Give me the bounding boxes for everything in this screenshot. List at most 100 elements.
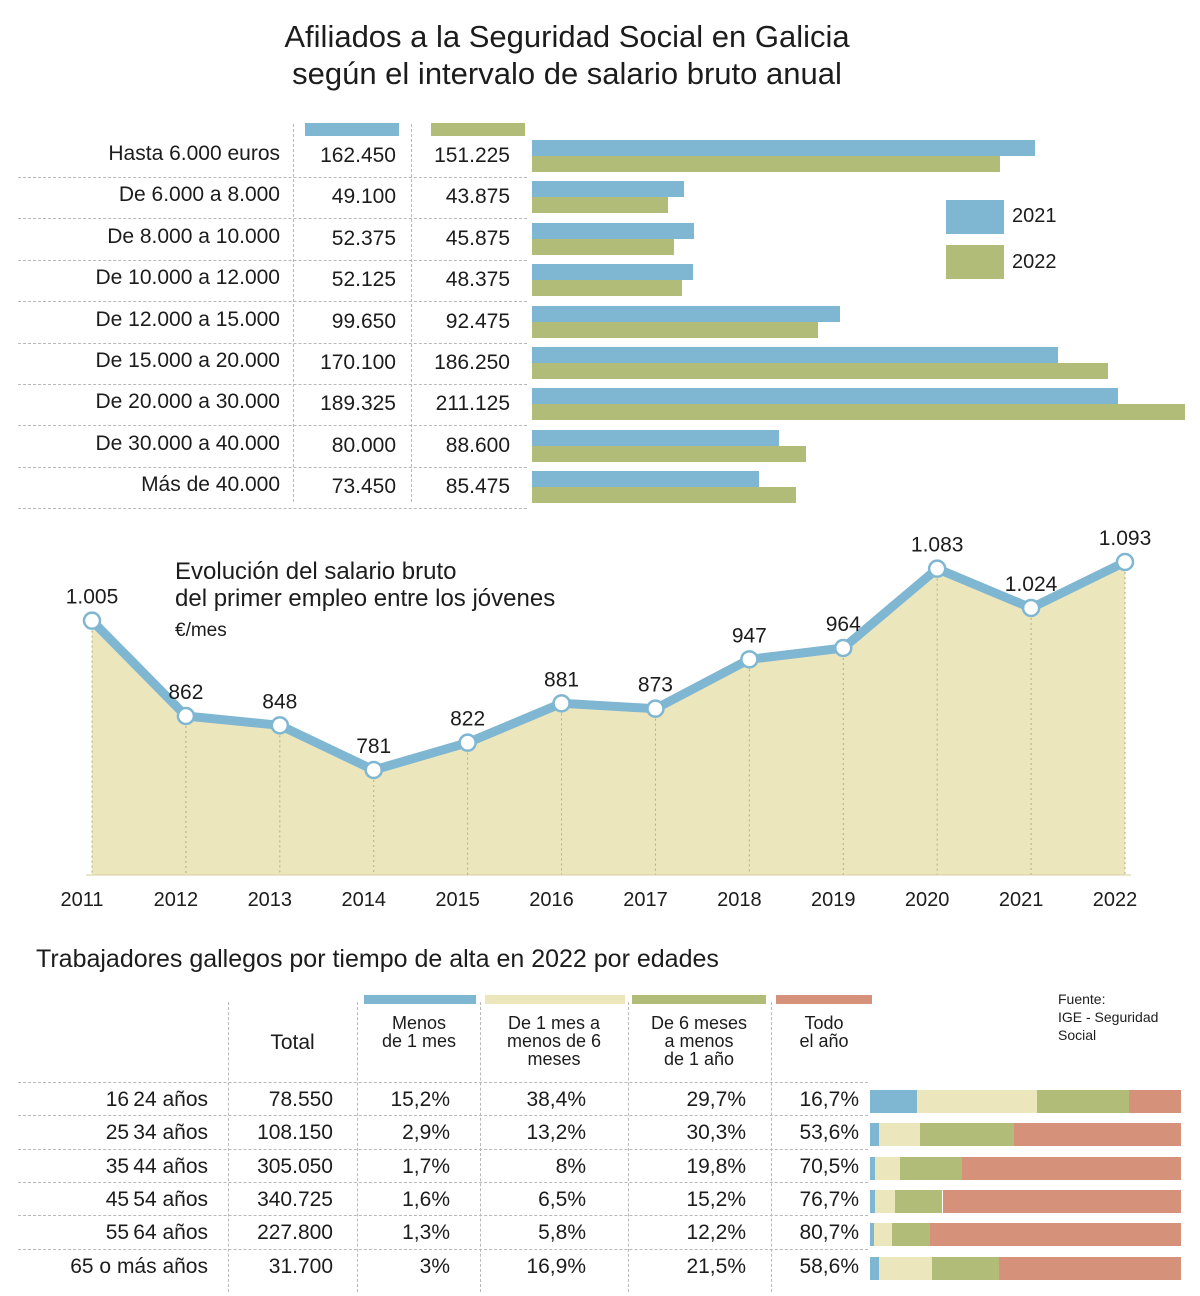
bar-2021 [532,264,694,281]
interval-label: De 15.000 a 20.000 [95,349,281,372]
value-2022: 85.475 [445,475,510,499]
page-title: Afiliados a la Seguridad Social en Galic… [0,18,1134,92]
percent-value: 3% [419,1254,450,1278]
column-divider [771,1002,772,1292]
value-2022: 43.875 [445,185,510,209]
age-label: 35 44 años [105,1154,208,1178]
stack-segment [920,1123,1015,1147]
percent-value: 21,5% [686,1254,746,1278]
percent-value: 76,7% [799,1187,859,1211]
stack-segment [892,1223,930,1247]
column-divider [480,1002,481,1292]
age-label: 16 24 años [105,1088,208,1111]
interval-label: Más de 40.000 [141,473,280,497]
row-divider [18,1248,868,1250]
row-divider [18,259,527,261]
total-value: 78.550 [268,1088,333,1111]
interval-label: De 20.000 a 30.000 [95,390,281,414]
stack-segment [870,1090,918,1113]
bar-2022 [532,197,668,214]
legend-swatch-2022 [946,245,1004,279]
stack-segment [1036,1090,1130,1113]
x-tick-label: 2020 [905,889,950,911]
percent-value: 15,2% [390,1088,450,1111]
row-divider [18,466,527,468]
data-label: 1.083 [911,534,964,557]
salary-evolution-area-chart: 1.005 2011 862 2012 848 2013 781 2014 822 2015 881… [60,527,1152,911]
duration-header: De 1 mes a menos de 6 meses [484,1014,624,1068]
value-2021: 73.450 [331,475,396,499]
row-divider [18,384,527,385]
percent-value: 1,6% [402,1187,450,1211]
row-divider [18,301,527,303]
source-line1: Fuente: [1058,991,1106,1007]
stack-segment [870,1123,879,1147]
x-tick-label: 2013 [248,889,293,911]
bar-2022 [532,363,1109,379]
data-point [176,706,196,726]
data-point [1021,598,1041,618]
total-value: 340.725 [257,1187,333,1211]
stack-segment [875,1156,901,1180]
interval-label: Hasta 6.000 euros [108,142,280,165]
row-divider [18,342,527,344]
row-divider [18,1215,868,1217]
data-point [740,650,759,669]
age-label: 55 64 años [105,1221,208,1245]
bar-2021 [532,181,684,198]
data-point [552,694,571,713]
data-label: 873 [638,674,673,697]
duration-header-line: de 1 mes [381,1031,457,1051]
total-header: Total [270,1031,315,1054]
data-point [834,638,853,658]
percent-value: 13,2% [526,1121,586,1145]
line-chart-unit: €/mes [175,620,227,641]
stack-segment [930,1223,1181,1247]
percent-value: 58,6% [799,1254,859,1278]
interval-label: De 10.000 a 12.000 [95,266,281,290]
duration-header-line: De 1 mes a [507,1013,601,1033]
data-label: 964 [826,613,861,636]
x-tick-label: 2017 [623,889,668,911]
data-point [82,611,102,630]
legend-label-2022: 2022 [1012,251,1057,273]
x-tick-label: 2015 [435,889,480,911]
bar-2022 [532,445,806,462]
bar-2022 [532,487,797,504]
value-2021: 49.100 [331,185,396,209]
column-divider [628,1002,629,1292]
duration-header-line: menos de 6 [506,1031,602,1051]
value-2022: 88.600 [445,433,510,457]
age-label: 25 34 años [105,1121,208,1145]
header-swatch-2022 [431,123,525,136]
percent-value: 70,5% [799,1154,859,1178]
stack-segment [1014,1123,1181,1147]
percent-value: 16,7% [799,1088,859,1111]
bar-2021 [532,347,1059,363]
interval-label: De 30.000 a 40.000 [95,431,281,455]
stack-segment [998,1256,1181,1280]
row-divider [18,425,527,427]
total-value: 305.050 [257,1154,333,1178]
stack-segment [875,1189,896,1213]
data-label: 947 [732,624,767,647]
total-value: 31.700 [268,1254,333,1278]
data-point [1115,552,1135,572]
value-2022: 211.125 [435,392,510,416]
bar-2022 [532,280,682,297]
x-tick-label: 2011 [60,889,103,911]
line-chart-title-line2: del primer empleo entre los jóvenes [175,585,556,612]
percent-value: 2,9% [402,1121,450,1145]
duration-header-line: a menos [664,1031,734,1051]
data-point [458,733,477,752]
stack-segment [870,1223,874,1247]
column-swatch [364,995,476,1004]
column-swatch [485,995,625,1004]
value-2021: 189.325 [320,392,396,416]
column-divider [228,1002,229,1292]
data-label: 1.093 [1099,527,1152,550]
age-label: 65 o más años [70,1254,208,1278]
percent-value: 8% [555,1154,586,1178]
stack-segment [870,1189,875,1213]
percent-value: 30,3% [686,1121,746,1145]
